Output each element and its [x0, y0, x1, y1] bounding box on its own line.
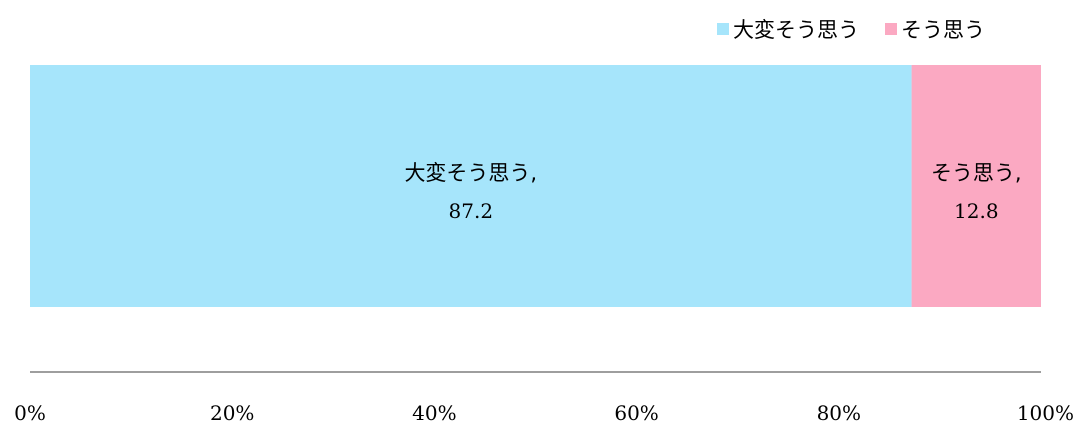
data-label-value-2: 12.8 — [954, 199, 999, 223]
legend-swatch — [885, 23, 897, 35]
bar-segment-1 — [30, 65, 912, 307]
legend-label: そう思う — [901, 18, 985, 42]
x-tick-label: 0% — [14, 401, 46, 425]
bar-group — [30, 65, 1041, 307]
data-label-value-1: 87.2 — [449, 199, 494, 223]
x-tick-label: 100% — [1017, 401, 1074, 425]
x-tick-label: 80% — [817, 401, 861, 425]
data-label-group: 大変そう思う, 87.2 そう思う, 12.8 — [404, 161, 1021, 223]
legend-swatch — [717, 23, 729, 35]
x-tick-label: 20% — [210, 401, 254, 425]
x-axis-tick-labels: 0% 20% 40% 60% 80% 100% — [14, 401, 1074, 425]
data-label-name-2: そう思う, — [931, 161, 1022, 185]
chart-legend: 大変そう思う そう思う — [717, 18, 985, 42]
x-tick-label: 40% — [412, 401, 456, 425]
x-tick-label: 60% — [614, 401, 658, 425]
legend-label: 大変そう思う — [733, 18, 859, 42]
legend-item-1: 大変そう思う — [717, 18, 859, 42]
data-label-name-1: 大変そう思う, — [404, 161, 537, 185]
bar-segment-2 — [911, 65, 1041, 307]
legend-item-2: そう思う — [885, 18, 985, 42]
